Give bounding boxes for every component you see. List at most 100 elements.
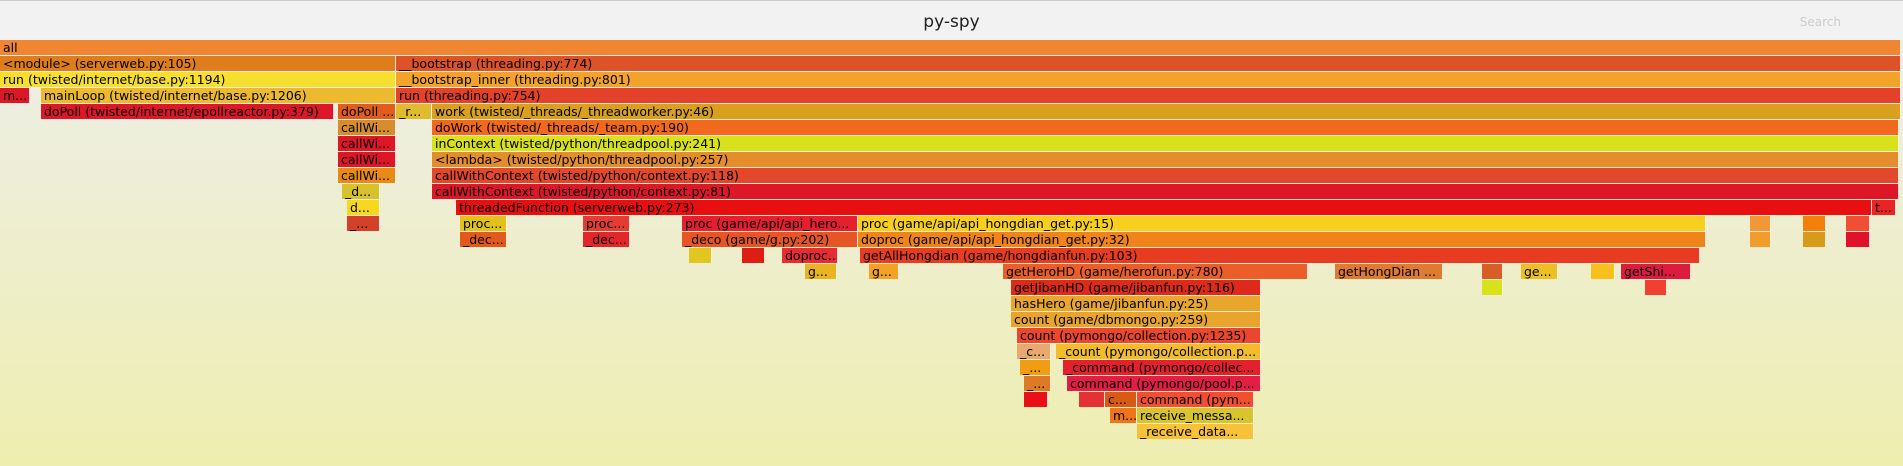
flame-frame[interactable]: count (game/dbmongo.py:259) [1011, 312, 1261, 327]
flame-frame[interactable]: _dec... [460, 232, 507, 247]
flame-frame[interactable]: <module> (serverweb.py:105) [0, 56, 396, 71]
flame-frame[interactable]: mainLoop (twisted/internet/base.py:1206) [41, 88, 396, 103]
flame-frame[interactable]: inContext (twisted/python/threadpool.py:… [432, 136, 1899, 151]
flame-frame-label: callWi... [341, 168, 390, 183]
flame-frame[interactable]: callWi... [338, 120, 396, 135]
flame-frame[interactable]: _... [1024, 376, 1051, 391]
flame-frame[interactable]: _receive_data... [1137, 424, 1254, 439]
flame-frame[interactable]: t... [1872, 200, 1896, 215]
flame-frame[interactable] [689, 248, 712, 263]
flame-frame[interactable]: run (twisted/internet/base.py:1194) [0, 72, 396, 87]
flame-frame[interactable]: run (threading.py:754) [396, 88, 1901, 103]
flame-frame[interactable]: count (pymongo/collection.py:1235) [1017, 328, 1261, 343]
flame-frame[interactable] [1803, 232, 1826, 247]
flame-frame-label: __bootstrap_inner (threading.py:801) [399, 72, 631, 87]
flame-frame[interactable]: _... [347, 216, 380, 231]
flame-frame[interactable]: doPoll (twisted/internet/epollreactor.py… [41, 104, 334, 119]
flame-frame[interactable]: doproc... [782, 248, 838, 263]
flame-frame-label: proc... [463, 216, 503, 231]
flame-frame[interactable]: doPoll ... [338, 104, 396, 119]
flame-frame[interactable]: getShi... [1621, 264, 1691, 279]
flame-frame[interactable] [1591, 264, 1615, 279]
flame-frame[interactable]: g... [869, 264, 899, 279]
flame-frame[interactable]: _dec... [583, 232, 630, 247]
flame-frame[interactable]: proc... [583, 216, 630, 231]
flame-frame[interactable]: hasHero (game/jibanfun.py:25) [1011, 296, 1261, 311]
flame-frame[interactable]: __bootstrap (threading.py:774) [396, 56, 1901, 71]
flame-frame[interactable]: callWi... [338, 152, 396, 167]
flame-frame[interactable]: m... [1110, 408, 1137, 423]
flame-frame-label: _receive_data... [1140, 424, 1239, 439]
search-button[interactable]: Search [1799, 15, 1841, 29]
flame-frame-label: doPoll (twisted/internet/epollreactor.py… [44, 104, 319, 119]
flame-frame[interactable]: receive_messa... [1137, 408, 1254, 423]
flame-frame[interactable]: callWi... [338, 168, 396, 183]
flame-frame[interactable]: _... [1020, 360, 1051, 375]
flame-frame[interactable]: _d... [342, 184, 380, 199]
flame-frame-label: getShi... [1624, 264, 1676, 279]
flame-frame[interactable]: getAllHongdian (game/hongdianfun.py:103) [860, 248, 1700, 263]
flame-frame[interactable] [1846, 232, 1870, 247]
flame-frame-label: doproc (game/api/api_hongdian_get.py:32) [861, 232, 1130, 247]
flame-frame[interactable]: c... [1105, 392, 1137, 407]
flame-frame[interactable]: _command (pymongo/collec... [1063, 360, 1261, 375]
flame-frame-label: hasHero (game/jibanfun.py:25) [1014, 296, 1209, 311]
flame-frame[interactable]: command (pymongo/pool.p... [1067, 376, 1261, 391]
flame-frame[interactable] [742, 248, 765, 263]
flame-frame-label: __bootstrap (threading.py:774) [399, 56, 593, 71]
flame-frame[interactable] [1750, 216, 1771, 231]
flame-frame[interactable] [1079, 392, 1105, 407]
flame-frame-label: g... [808, 264, 828, 279]
flame-frame[interactable]: all [0, 40, 1901, 55]
flame-frame[interactable]: callWi... [338, 136, 396, 151]
flame-frame[interactable] [1024, 392, 1048, 407]
flame-frame[interactable]: callWithContext (twisted/python/context.… [432, 184, 1899, 199]
flame-frame-label: doWork (twisted/_threads/_team.py:190) [435, 120, 689, 135]
flame-frame[interactable]: d... [347, 200, 380, 215]
flame-frame-label: _c... [1020, 344, 1046, 359]
flame-frame-label: inContext (twisted/python/threadpool.py:… [435, 136, 722, 151]
flame-frame[interactable]: doWork (twisted/_threads/_team.py:190) [432, 120, 1899, 135]
flame-frame-label: threadedFunction (serverweb.py:273) [459, 200, 695, 215]
flame-frame-label: mainLoop (twisted/internet/base.py:1206) [44, 88, 307, 103]
flame-frame-label: <module> (serverweb.py:105) [3, 56, 197, 71]
flame-frame[interactable]: work (twisted/_threads/_threadworker.py:… [432, 104, 1901, 119]
flame-frame[interactable] [1846, 216, 1870, 231]
flame-frame[interactable]: command (pym... [1137, 392, 1254, 407]
flame-frame[interactable]: getJibanHD (game/jibanfun.py:116) [1011, 280, 1261, 295]
flame-frame-label: m... [3, 88, 28, 103]
flame-frame[interactable]: _r... [396, 104, 432, 119]
flame-frame[interactable]: __bootstrap_inner (threading.py:801) [396, 72, 1901, 87]
flame-frame[interactable]: _count (pymongo/collection.p... [1056, 344, 1261, 359]
flame-frame-label: c... [1108, 392, 1127, 407]
flame-frame[interactable]: m... [0, 88, 30, 103]
flame-frame[interactable]: getHongDian ... [1335, 264, 1443, 279]
flame-frame-label: getAllHongdian (game/hongdianfun.py:103) [863, 248, 1138, 263]
flame-frame[interactable]: _c... [1017, 344, 1051, 359]
flame-frame-label: _... [350, 216, 369, 231]
flame-frame[interactable]: proc (game/api/api_hero... [682, 216, 858, 231]
flame-frame[interactable] [1750, 232, 1771, 247]
flame-frame[interactable]: proc (game/api/api_hongdian_get.py:15) [858, 216, 1706, 231]
flame-frame[interactable]: doproc (game/api/api_hongdian_get.py:32) [858, 232, 1706, 247]
flame-frame[interactable]: ge... [1521, 264, 1558, 279]
flame-frame-label: proc (game/api/api_hero... [685, 216, 850, 231]
flame-frame-label: all [3, 40, 18, 55]
flame-frame[interactable]: g... [805, 264, 837, 279]
flame-frame[interactable]: proc... [460, 216, 507, 231]
flame-frame-label: receive_messa... [1140, 408, 1245, 423]
flame-frame[interactable]: _deco (game/g.py:202) [682, 232, 858, 247]
flame-frame[interactable] [1482, 264, 1503, 279]
flame-frame[interactable]: callWithContext (twisted/python/context.… [432, 168, 1899, 183]
flame-frame[interactable]: threadedFunction (serverweb.py:273) [456, 200, 1872, 215]
flame-frame-label: _dec... [586, 232, 627, 247]
flame-frame-label: _command (pymongo/collec... [1066, 360, 1255, 375]
flame-frame-label: d... [350, 200, 370, 215]
flame-frame[interactable]: getHeroHD (game/herofun.py:780) [1003, 264, 1308, 279]
flame-frame[interactable] [1645, 280, 1667, 295]
flame-frame-label: t... [1875, 200, 1892, 215]
flame-frame[interactable]: <lambda> (twisted/python/threadpool.py:2… [432, 152, 1899, 167]
flame-frame[interactable] [1482, 280, 1503, 295]
flame-frame[interactable] [1803, 216, 1826, 231]
